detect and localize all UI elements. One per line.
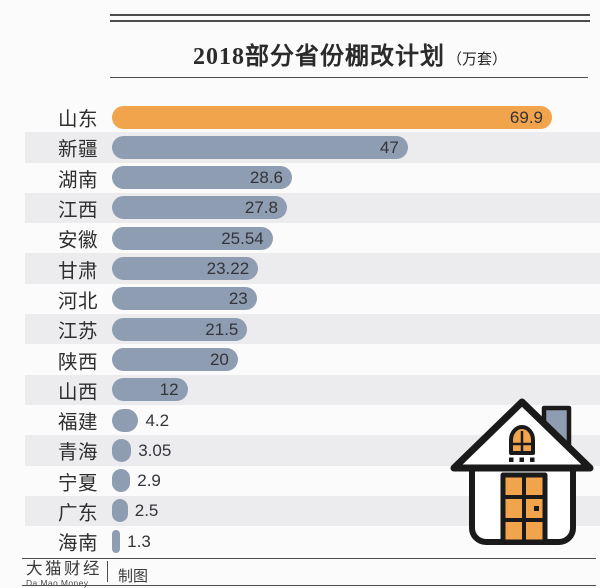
bar: 69.9 [112,105,552,129]
chart-row: 福建 4.2 [0,405,600,435]
chart-row: 山东 69.9 [0,102,600,132]
chart-row: 江苏 21.5 [0,314,600,345]
bar: 2.5 [112,499,158,523]
category-label: 甘肃 [57,260,98,283]
footer-divider [107,561,108,582]
value-label: 47 [379,137,399,157]
value-label: 69.9 [509,107,543,127]
category-label: 江西 [57,199,98,222]
house-icon [450,398,594,545]
bar: 12 [112,378,188,402]
category-label: 海南 [57,532,98,555]
footer-top-rule [22,558,596,559]
bar: 3.05 [112,438,171,462]
value-label: 25.54 [221,228,264,248]
value-label: 3.05 [138,440,172,460]
category-label: 青海 [57,441,98,464]
value-label: 27.8 [244,198,278,218]
chart-row: 新疆 47 [0,132,600,163]
category-label: 山西 [57,381,98,404]
value-label: 21.5 [205,319,239,339]
category-label: 宁夏 [57,472,98,495]
chart-row: 陕西 20 [0,344,600,374]
bar: 27.8 [112,196,287,220]
chart-row: 山西 12 [0,374,600,405]
bar: 28.6 [112,166,293,190]
footer-bottom-rule [22,585,596,586]
category-label: 山东 [57,108,98,131]
value-label: 4.2 [145,410,170,430]
chart-title: 2018部分省份棚改计划 [192,44,445,70]
category-label: 广东 [57,502,98,525]
chart-row: 湖南 28.6 [0,163,600,193]
chart-row: 甘肃 23.22 [0,253,600,284]
chart-row: 河北 23 [0,284,600,314]
value-label: 2.5 [134,501,159,521]
value-label: 20 [209,349,229,369]
category-label: 河北 [57,290,98,313]
bar: 20 [112,347,238,371]
bar: 21.5 [112,317,248,341]
chart-row: 江西 27.8 [0,192,600,224]
category-label: 安徽 [57,229,98,252]
value-label: 12 [159,380,179,400]
category-label: 福建 [57,411,98,434]
bar: 4.2 [112,408,169,432]
category-label: 新疆 [57,138,98,161]
title-underline [110,77,588,78]
chart-row: 安徽 25.54 [0,223,600,253]
page-title: 2018部分省份棚改计划 （万套） [110,36,590,71]
brand-subtitle: Da Mao Money [26,578,89,588]
value-label: 23 [228,289,248,309]
chart-row: 海南 1.3 [0,526,600,556]
credit-label: 制图 [118,568,149,585]
category-label: 江苏 [57,320,98,343]
chart-unit: （万套） [446,52,507,68]
category-label: 湖南 [57,169,98,192]
bar: 2.9 [112,469,161,493]
value-label: 23.22 [206,259,250,279]
bar: 47 [112,135,408,159]
bar: 23 [112,287,257,311]
brand-name: 大猫财经 [26,560,102,578]
bar: 25.54 [112,226,273,250]
brand-logo: 大猫财经 Da Mao Money [26,561,102,588]
top-double-rule [110,14,590,22]
chart-row: 宁夏 2.9 [0,466,600,496]
bar: 23.22 [112,257,259,281]
bar: 1.3 [112,529,151,553]
bar-chart: 山东 69.9 新疆 47 湖南 28.6 江西 27.8 安徽 25.54 [0,102,600,556]
value-label: 1.3 [127,531,151,551]
category-label: 陕西 [57,351,98,374]
value-label: 2.9 [137,471,161,491]
value-label: 28.6 [249,168,284,188]
